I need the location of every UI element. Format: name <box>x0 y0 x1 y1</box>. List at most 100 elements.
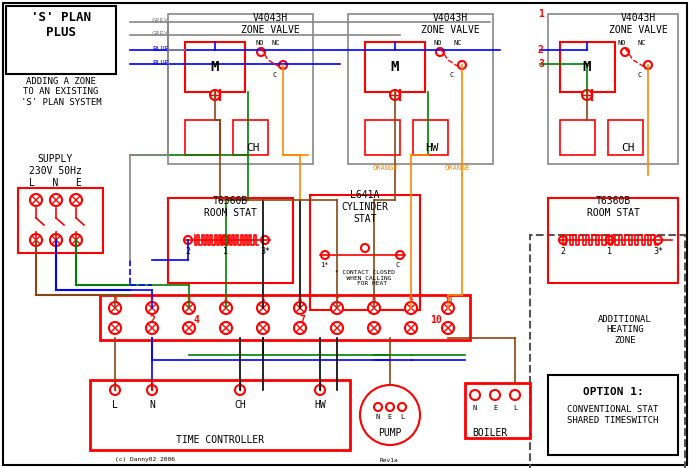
Text: 1: 1 <box>113 297 117 303</box>
Circle shape <box>458 61 466 69</box>
Text: V4043H
ZONE VALVE: V4043H ZONE VALVE <box>421 13 480 35</box>
Text: ADDING A ZONE
TO AN EXISTING
'S' PLAN SYSTEM: ADDING A ZONE TO AN EXISTING 'S' PLAN SY… <box>21 77 101 107</box>
Circle shape <box>109 302 121 314</box>
Text: 9: 9 <box>409 297 413 303</box>
Text: 2: 2 <box>560 248 566 256</box>
Circle shape <box>220 322 232 334</box>
Circle shape <box>582 90 592 100</box>
Bar <box>233 120 268 155</box>
Circle shape <box>257 48 265 56</box>
Circle shape <box>470 390 480 400</box>
Bar <box>413 120 448 155</box>
Circle shape <box>442 322 454 334</box>
Circle shape <box>321 251 329 259</box>
Text: L: L <box>400 414 404 420</box>
Text: M: M <box>211 60 219 74</box>
Text: 2: 2 <box>538 45 544 55</box>
Text: HW: HW <box>425 143 439 153</box>
Bar <box>100 295 470 340</box>
Bar <box>168 14 313 164</box>
Circle shape <box>183 302 195 314</box>
Text: SUPPLY
230V 50Hz: SUPPLY 230V 50Hz <box>28 154 81 176</box>
Circle shape <box>294 302 306 314</box>
Text: HW: HW <box>314 400 326 410</box>
Circle shape <box>360 385 420 445</box>
Circle shape <box>50 234 62 246</box>
Text: PUMP: PUMP <box>378 428 402 438</box>
Text: CONVENTIONAL STAT
SHARED TIMESWITCH: CONVENTIONAL STAT SHARED TIMESWITCH <box>567 405 659 424</box>
Bar <box>18 188 103 253</box>
Text: ORANGE: ORANGE <box>372 165 397 171</box>
Text: CH: CH <box>234 400 246 410</box>
Circle shape <box>368 322 380 334</box>
Circle shape <box>386 403 394 411</box>
Text: Rev1a: Rev1a <box>380 458 399 462</box>
Circle shape <box>70 234 82 246</box>
Circle shape <box>361 244 369 252</box>
Text: (c) Danny02 2006: (c) Danny02 2006 <box>115 458 175 462</box>
Text: 4: 4 <box>193 315 199 325</box>
Bar <box>6 6 116 74</box>
Text: 4: 4 <box>224 297 228 303</box>
Circle shape <box>331 322 343 334</box>
Circle shape <box>621 48 629 56</box>
Bar <box>548 198 678 283</box>
Text: BOILER: BOILER <box>473 428 508 438</box>
Circle shape <box>146 302 158 314</box>
Text: T6360B
ROOM STAT: T6360B ROOM STAT <box>204 196 257 218</box>
Bar <box>560 120 595 155</box>
Circle shape <box>109 322 121 334</box>
Circle shape <box>261 236 269 244</box>
Circle shape <box>279 61 287 69</box>
Circle shape <box>405 322 417 334</box>
Text: 10: 10 <box>444 297 452 303</box>
Text: L   N   E: L N E <box>28 178 81 188</box>
Text: C: C <box>638 72 642 78</box>
Circle shape <box>30 234 42 246</box>
Circle shape <box>183 322 195 334</box>
Text: BLUE: BLUE <box>152 46 169 52</box>
Bar <box>185 42 245 92</box>
Circle shape <box>210 90 220 100</box>
Text: L641A
CYLINDER
STAT: L641A CYLINDER STAT <box>342 190 388 224</box>
Text: NO: NO <box>255 40 264 46</box>
Circle shape <box>257 302 269 314</box>
Text: NC: NC <box>272 40 281 46</box>
Circle shape <box>315 385 325 395</box>
Bar <box>560 42 615 92</box>
Text: CH: CH <box>621 143 635 153</box>
Circle shape <box>374 403 382 411</box>
Text: L: L <box>112 400 118 410</box>
Text: 3: 3 <box>538 59 544 69</box>
Circle shape <box>654 236 662 244</box>
Bar <box>530 235 685 468</box>
Bar <box>465 383 530 438</box>
Text: 1: 1 <box>538 9 544 19</box>
Circle shape <box>390 90 400 100</box>
Text: 6: 6 <box>298 297 302 303</box>
Circle shape <box>396 251 404 259</box>
Bar <box>548 375 678 455</box>
Text: 10: 10 <box>430 315 442 325</box>
Text: 8: 8 <box>372 297 376 303</box>
Text: 7: 7 <box>335 297 339 303</box>
Text: * CONTACT CLOSED
  WHEN CALLING
    FOR HEAT: * CONTACT CLOSED WHEN CALLING FOR HEAT <box>335 270 395 286</box>
Circle shape <box>644 61 652 69</box>
Text: 3: 3 <box>187 297 191 303</box>
Bar <box>185 120 220 155</box>
Circle shape <box>221 236 229 244</box>
Text: 2: 2 <box>149 315 155 325</box>
Text: GREY: GREY <box>152 18 169 24</box>
Text: L: L <box>513 405 517 411</box>
Text: N: N <box>376 414 380 420</box>
Text: C: C <box>450 72 454 78</box>
Text: 1: 1 <box>222 248 228 256</box>
Circle shape <box>405 302 417 314</box>
Circle shape <box>294 322 306 334</box>
Circle shape <box>50 194 62 206</box>
Text: TIME CONTROLLER: TIME CONTROLLER <box>176 435 264 445</box>
Text: 3*: 3* <box>260 248 270 256</box>
Text: 2: 2 <box>186 248 190 256</box>
Text: C: C <box>273 72 277 78</box>
Circle shape <box>442 302 454 314</box>
